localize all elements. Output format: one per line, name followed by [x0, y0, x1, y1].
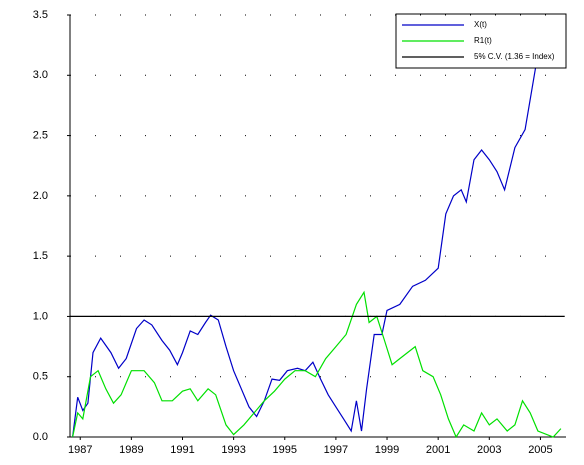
- x-tick-label: 1993: [221, 444, 245, 456]
- legend-label: R1(t): [474, 36, 492, 45]
- y-tick-label: 1.0: [33, 310, 48, 322]
- y-tick-label: 3.0: [33, 69, 48, 81]
- x-tick-label: 1995: [273, 444, 297, 456]
- plot-area: [70, 15, 565, 438]
- x-tick-label: 1991: [170, 444, 194, 456]
- y-tick-label: 0.5: [33, 371, 48, 383]
- legend-label: X(t): [474, 20, 487, 29]
- x-tick-label: 2001: [426, 444, 450, 456]
- legend-label: 5% C.V. (1.36 = Index): [474, 52, 555, 61]
- line: [72, 290, 562, 438]
- legend: X(t) R1(t) 5% C.V. (1.36 = Index): [395, 13, 567, 69]
- x-tick-label: 2003: [477, 444, 501, 456]
- y-tick-label: 1.5: [33, 250, 48, 262]
- y-tick-label: 3.5: [33, 9, 48, 21]
- x-tick-label: 1989: [119, 444, 143, 456]
- x-tick-label: 1997: [324, 444, 348, 456]
- y-tick-label: 2.0: [33, 190, 48, 202]
- y-tick-label: 2.5: [33, 129, 48, 141]
- line: [72, 15, 543, 438]
- x-tick-label: 1999: [375, 444, 399, 456]
- y-tick-label: 0.0: [33, 431, 48, 443]
- x-tick-label: 1987: [68, 444, 92, 456]
- x-tick-label: 2005: [528, 444, 552, 456]
